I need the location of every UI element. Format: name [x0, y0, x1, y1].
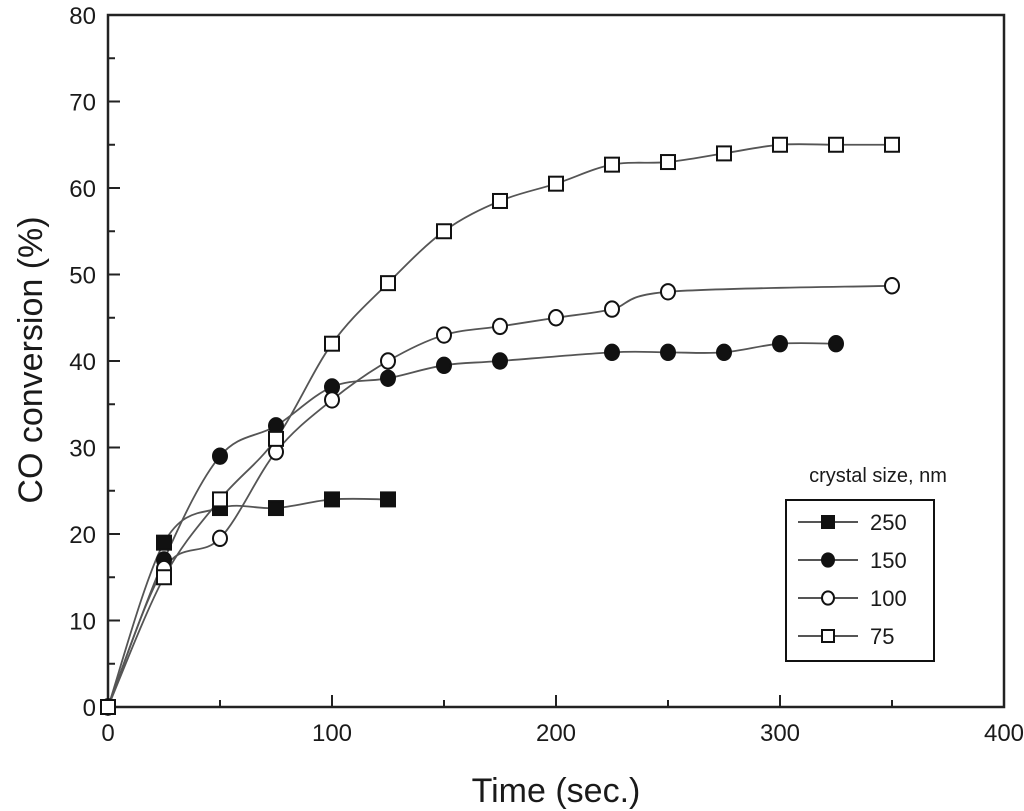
data-point-75 — [156, 569, 172, 586]
data-point-250 — [268, 500, 284, 517]
y-tick-label: 30 — [69, 436, 96, 463]
data-point-75 — [828, 136, 844, 153]
x-tick-label: 0 — [101, 720, 114, 747]
data-point-75 — [212, 491, 228, 508]
data-point-100 — [212, 529, 228, 548]
x-tick-label: 300 — [760, 720, 800, 747]
x-tick-label: 100 — [312, 720, 352, 747]
data-point-75 — [884, 136, 900, 153]
data-point-75 — [604, 156, 620, 173]
data-point-100 — [380, 352, 396, 370]
data-point-150 — [380, 369, 396, 387]
data-point-75 — [548, 175, 564, 192]
legend-marker-150 — [821, 552, 835, 568]
data-point-75 — [660, 154, 676, 171]
legend-label-100: 100 — [870, 586, 907, 611]
y-tick-label: 60 — [69, 176, 96, 203]
y-tick-label: 80 — [69, 3, 96, 30]
data-point-150 — [716, 343, 732, 362]
y-tick-label: 10 — [69, 609, 96, 636]
data-point-150 — [772, 335, 788, 353]
data-point-75 — [100, 699, 116, 715]
legend-title: crystal size, nm — [809, 465, 947, 487]
series-markers — [100, 136, 900, 716]
data-point-75 — [772, 136, 788, 153]
data-point-100 — [604, 300, 620, 318]
data-point-150 — [212, 447, 228, 465]
legend-label-150: 150 — [870, 548, 907, 573]
y-tick-label: 0 — [83, 695, 96, 722]
data-point-250 — [156, 534, 172, 551]
series-line-75 — [107, 143, 892, 708]
data-point-75 — [436, 223, 452, 240]
data-point-75 — [324, 335, 340, 352]
data-point-150 — [828, 335, 844, 353]
y-tick-label: 70 — [69, 90, 96, 117]
data-point-250 — [380, 491, 396, 508]
data-point-150 — [604, 343, 620, 362]
series-lines — [107, 143, 893, 708]
y-tick-label: 40 — [69, 349, 96, 376]
data-point-100 — [660, 283, 676, 301]
legend-marker-100 — [821, 590, 835, 606]
y-tick-label: 50 — [69, 263, 96, 290]
data-point-75 — [492, 192, 508, 209]
data-point-250 — [324, 491, 340, 508]
data-point-150 — [436, 356, 452, 375]
series-line-100 — [107, 284, 893, 708]
legend: 250 150 100 75 — [785, 499, 935, 662]
series-line-250 — [107, 497, 389, 708]
data-point-150 — [660, 343, 676, 362]
y-axis-label: CO conversion (%) — [12, 216, 50, 503]
data-point-75 — [716, 145, 732, 162]
legend-label-75: 75 — [870, 624, 894, 649]
data-point-100 — [324, 391, 340, 409]
legend-label-250: 250 — [870, 510, 907, 535]
axes: 0 100 200 300 400 0 10 20 30 40 50 60 70 80 — [69, 3, 1024, 747]
legend-marker-250 — [821, 515, 835, 529]
data-point-100 — [436, 326, 452, 344]
y-tick-label: 20 — [69, 522, 96, 549]
x-axis-label: Time (sec.) — [472, 772, 641, 810]
legend-box — [785, 499, 935, 662]
x-tick-label: 200 — [536, 720, 576, 747]
x-tick-label: 400 — [984, 720, 1024, 747]
data-point-100 — [492, 317, 508, 336]
data-point-100 — [884, 277, 900, 295]
data-point-75 — [380, 275, 396, 292]
data-point-75 — [268, 430, 284, 447]
series-line-150 — [107, 342, 837, 708]
data-point-100 — [548, 309, 564, 327]
legend-marker-75 — [821, 629, 835, 643]
data-point-150 — [492, 352, 508, 370]
